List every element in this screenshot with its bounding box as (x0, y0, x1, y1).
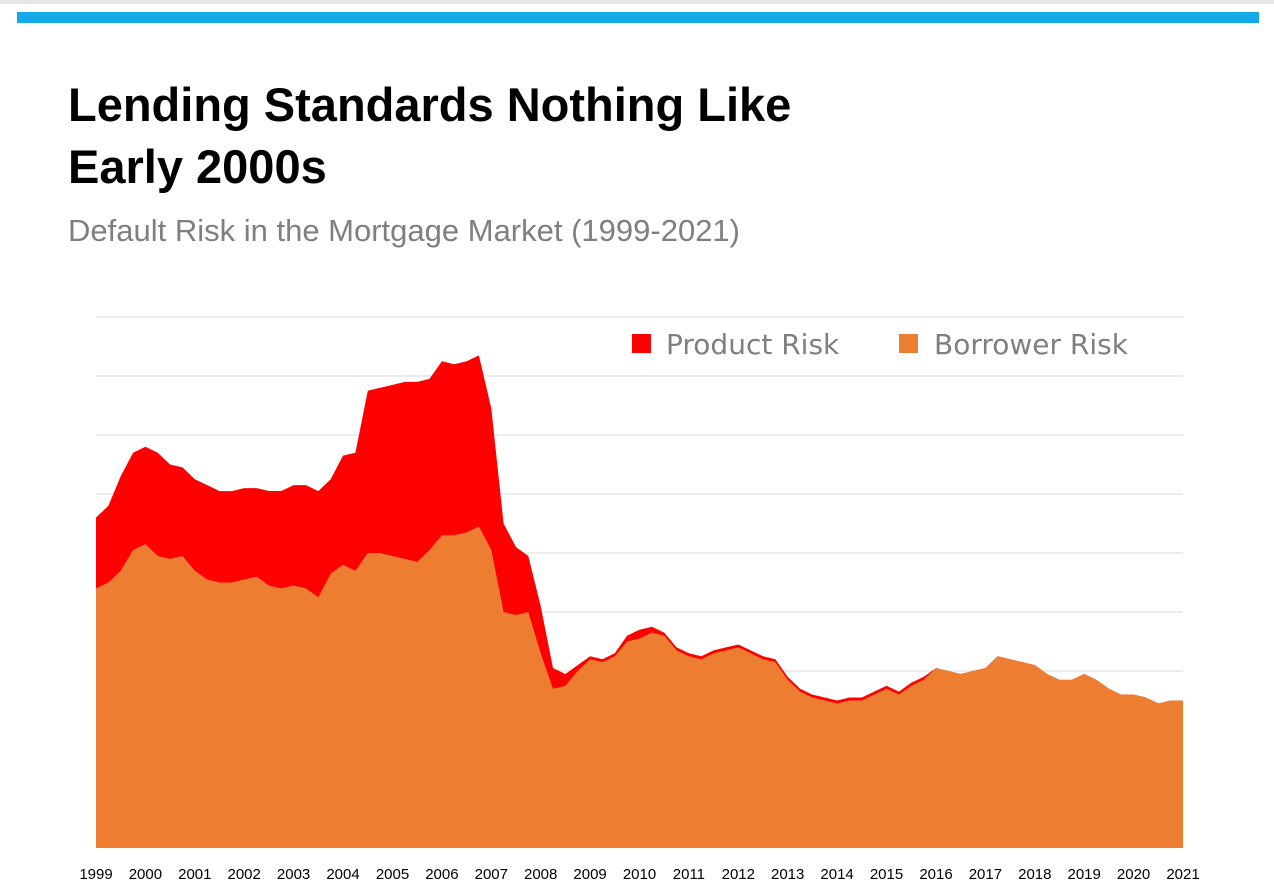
title-line-1: Lending Standards Nothing Like (68, 78, 792, 131)
accent-bar (17, 12, 1259, 23)
x-tick-label: 2009 (573, 866, 606, 883)
x-tick-label: 2021 (1166, 866, 1199, 883)
x-tick-label: 2019 (1068, 866, 1101, 883)
x-tick-label: 2018 (1018, 866, 1051, 883)
x-tick-label: 2015 (870, 866, 903, 883)
x-tick-label: 2003 (277, 866, 310, 883)
x-tick-label: 2005 (376, 866, 409, 883)
x-tick-label: 2010 (623, 866, 656, 883)
legend-borrower-risk-swatch (899, 334, 918, 353)
legend-product-risk-swatch (632, 334, 651, 353)
x-tick-label: 2016 (919, 866, 952, 883)
x-tick-label: 2020 (1117, 866, 1150, 883)
x-tick-label: 2012 (722, 866, 755, 883)
x-tick-label: 2008 (524, 866, 557, 883)
x-tick-label: 2004 (326, 866, 359, 883)
x-tick-label: 2002 (228, 866, 261, 883)
x-tick-label: 2007 (475, 866, 508, 883)
chart-legend: Product Risk Borrower Risk (632, 328, 1129, 361)
x-tick-label: 1999 (79, 866, 112, 883)
x-tick-label: 2000 (129, 866, 162, 883)
x-tick-label: 2001 (178, 866, 211, 883)
x-tick-label: 2013 (771, 866, 804, 883)
borrower-risk-area (96, 526, 1183, 848)
x-tick-label: 2017 (969, 866, 1002, 883)
x-tick-label: 2006 (425, 866, 458, 883)
window-top-strip (0, 0, 1274, 4)
x-tick-label: 2011 (673, 866, 705, 883)
page-title: Lending Standards Nothing Like Early 200… (68, 74, 791, 198)
title-line-2: Early 2000s (68, 140, 327, 193)
page-subtitle: Default Risk in the Mortgage Market (199… (68, 213, 740, 248)
x-tick-label: 2014 (820, 866, 853, 883)
risk-area-chart: Product Risk Borrower Risk 1999 2000 2001 2… (79, 316, 1200, 883)
legend-borrower-risk-label: Borrower Risk (934, 328, 1129, 361)
x-axis: 1999 2000 2001 2002 2003 2004 2005 2006 2007 2008… (79, 866, 1199, 883)
legend-product-risk-label: Product Risk (666, 328, 840, 361)
